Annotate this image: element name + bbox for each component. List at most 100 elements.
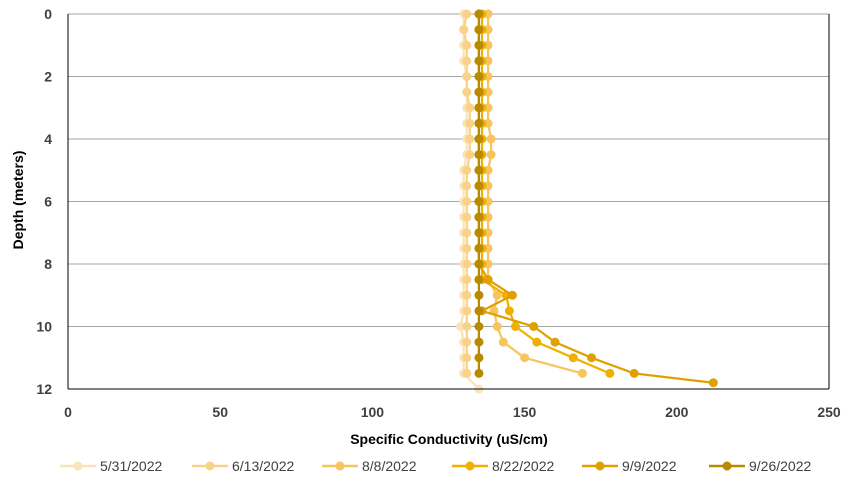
y-tick-label-4: 4 [44,131,52,147]
data-point [474,228,484,238]
legend-item-3: 8/8/2022 [322,458,417,474]
data-point [459,25,469,35]
data-point [629,368,639,378]
data-point [605,368,615,378]
data-point [462,197,472,206]
data-point [462,87,472,97]
data-point [529,322,539,331]
data-point [474,368,484,378]
data-point [462,56,472,66]
gridlines [68,13,829,390]
series-layer [456,9,718,394]
data-point [474,40,484,50]
x-tick-label-100: 100 [361,404,385,420]
data-point [577,368,587,378]
data-point [474,322,484,331]
y-tick-label-2: 2 [44,69,52,85]
legend-swatch-marker [465,461,475,471]
data-point [520,353,530,363]
legend-label: 6/13/2022 [232,458,294,474]
data-point [474,290,484,300]
y-tick-label-0: 0 [44,6,52,22]
legend-item-5: 9/9/2022 [582,458,677,474]
data-point [462,259,472,269]
data-point [462,212,472,222]
legend-item-2: 6/13/2022 [192,458,294,474]
data-point [474,306,484,316]
data-point [550,337,560,347]
legend-swatch-marker [595,461,605,471]
data-point [498,337,508,347]
legend-label: 9/9/2022 [622,458,677,474]
legend-label: 8/8/2022 [362,458,417,474]
data-point [465,134,475,144]
data-point [462,181,472,191]
data-point [474,259,484,269]
data-point [568,353,578,363]
data-point [474,87,484,97]
data-point [507,290,517,300]
data-point [462,228,472,238]
data-point [462,290,472,300]
data-point [462,337,472,347]
data-point [708,378,718,388]
data-point [462,9,472,19]
data-point [510,322,520,331]
series-line-3 [486,14,583,375]
series-5 [474,9,718,388]
data-point [462,40,472,50]
data-point [462,368,472,378]
data-point [587,353,597,363]
data-point [486,134,496,144]
data-point [465,150,475,160]
x-axis-title: Specific Conductivity (uS/cm) [350,431,548,447]
y-axis-title: Depth (meters) [10,151,26,250]
y-tick-label-12: 12 [36,381,52,397]
data-point [504,306,514,316]
data-point [474,134,484,144]
legend-swatch-marker [205,461,215,471]
legend-item-1: 5/31/2022 [60,458,162,474]
legend-item-6: 9/26/2022 [709,458,811,474]
data-point [465,118,475,128]
data-point [474,118,484,128]
y-tick-label-6: 6 [44,194,52,210]
x-tick-label-150: 150 [513,404,537,420]
data-point [474,197,484,206]
data-point [474,337,484,347]
data-point [474,353,484,363]
series-line-4 [480,14,611,375]
data-point [462,322,472,331]
legend: 5/31/2022 6/13/2022 8/8/2022 8/22/2022 9/9/2… [60,458,811,474]
data-point [462,72,472,81]
data-point [532,337,542,347]
data-point [474,212,484,222]
legend-swatch-marker [335,461,345,471]
y-tick-label-10: 10 [36,319,52,335]
data-point [492,290,502,300]
data-point [474,275,484,285]
data-point [492,322,502,331]
legend-label: 8/22/2022 [492,458,554,474]
data-point [474,25,484,35]
x-tick-label-200: 200 [665,404,689,420]
data-point [462,353,472,363]
x-tick-label-50: 50 [212,404,228,420]
data-point [462,275,472,285]
legend-swatch-marker [722,461,732,471]
data-point [462,243,472,253]
y-tick-labels: 0 2 4 6 8 10 12 [36,6,52,397]
plot-frame [67,14,830,390]
data-point [474,165,484,175]
data-point [462,165,472,175]
x-tick-label-250: 250 [817,404,841,420]
data-point [474,181,484,191]
data-point [462,306,472,316]
series-6 [474,9,484,378]
y-tick-label-8: 8 [44,256,52,272]
data-point [474,103,484,113]
legend-label: 5/31/2022 [100,458,162,474]
data-point [465,103,475,113]
data-point [474,9,484,19]
